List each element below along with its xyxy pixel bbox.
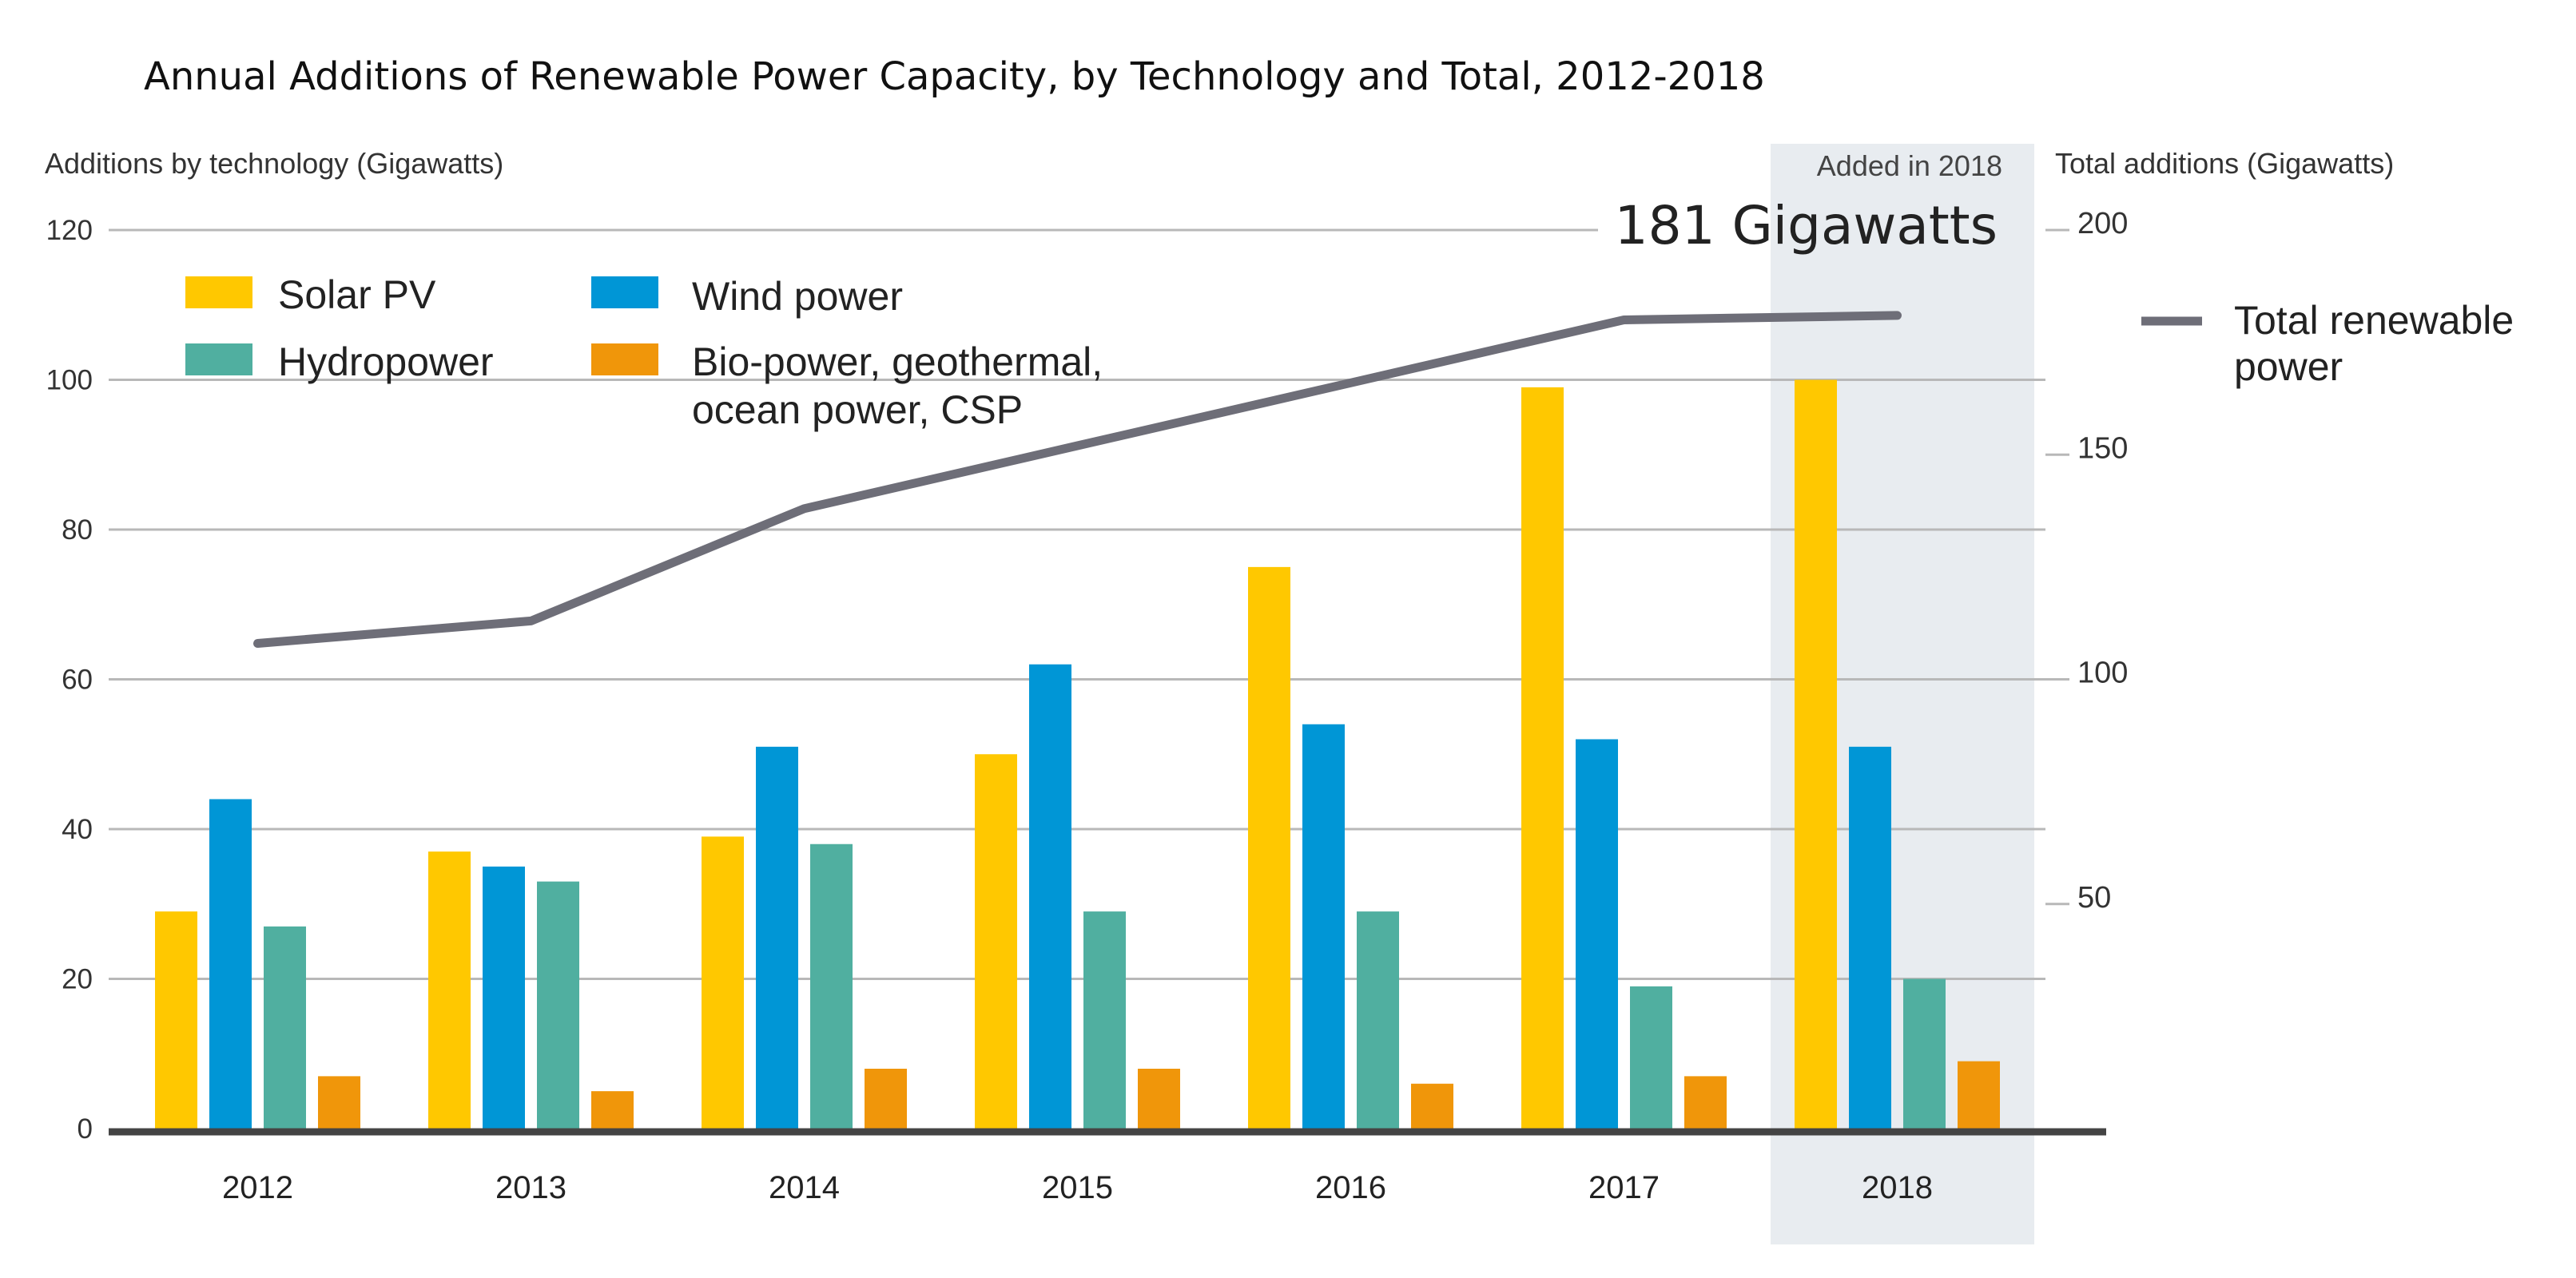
left-tick-label: 120: [46, 215, 93, 246]
bar-hydro-2013: [537, 881, 579, 1129]
legend-label-total-line2: power: [2234, 344, 2343, 389]
bar-solar-2015: [975, 754, 1017, 1129]
bar-bio-2017: [1684, 1076, 1727, 1129]
legend-label-hydro-text: Hydropower: [278, 339, 494, 384]
legend-swatch-hydro: [185, 343, 252, 375]
bar-hydro-2018: [1903, 978, 1946, 1129]
legend-label-bio: Bio-power, geothermal, ocean power, CSP: [692, 339, 1114, 432]
right-tick-label: 150: [2077, 431, 2128, 465]
legend-label-total-line1: Total renewable: [2234, 298, 2514, 343]
bar-hydro-2016: [1357, 911, 1399, 1129]
legend-label-total: Total renewable power: [2234, 298, 2525, 389]
category-label-2013: 2013: [495, 1170, 566, 1205]
right-axis-ticks: 50 100 150 200: [2045, 207, 2128, 915]
bar-bio-2016: [1411, 1083, 1453, 1129]
bar-hydro-2017: [1630, 986, 1672, 1129]
left-axis-ticks: 0 20 40 60 80 100 120: [46, 215, 93, 1145]
category-label-2018: 2018: [1862, 1170, 1933, 1205]
category-label-2017: 2017: [1588, 1170, 1660, 1205]
legend-label-solar: Solar PV: [278, 272, 436, 317]
highlight-label: Added in 2018: [1817, 149, 2002, 182]
right-axis-title: Total additions (Gigawatts): [2055, 147, 2394, 180]
bar-bio-2015: [1138, 1069, 1180, 1129]
left-tick-label: 100: [46, 365, 93, 396]
bar-hydro-2012: [264, 926, 306, 1129]
category-labels: 2012 2013 2014 2015 2016 2017 2018: [222, 1170, 1933, 1205]
category-label-2014: 2014: [769, 1170, 840, 1205]
bar-bio-2013: [591, 1091, 634, 1129]
right-tick-label: 200: [2077, 207, 2128, 240]
bar-wind-2013: [483, 866, 525, 1129]
category-label-2016: 2016: [1315, 1170, 1386, 1205]
bar-solar-2013: [428, 851, 471, 1129]
chart-title: Annual Additions of Renewable Power Capa…: [144, 54, 1765, 99]
left-tick-label: 80: [62, 514, 93, 546]
total-point-2018: [1896, 314, 1898, 316]
bar-wind-2015: [1029, 664, 1071, 1129]
legend-swatch-solar: [185, 276, 252, 308]
total-point-2014: [803, 507, 805, 510]
bar-wind-2012: [209, 799, 252, 1129]
total-point-2015: [1076, 445, 1079, 447]
right-tick-label: 100: [2077, 657, 2128, 690]
legend-label-bio-line2: ocean power, CSP: [692, 387, 1023, 432]
total-point-2017: [1623, 319, 1625, 321]
bar-solar-2017: [1521, 387, 1564, 1129]
left-axis-title: Additions by technology (Gigawatts): [45, 147, 503, 180]
bar-wind-2018: [1849, 746, 1891, 1129]
legend-label-bio-line1: Bio-power, geothermal,: [692, 339, 1103, 384]
bar-solar-2014: [702, 836, 744, 1129]
left-tick-label: 20: [62, 964, 93, 995]
bar-wind-2014: [756, 746, 798, 1129]
bar-wind-2016: [1302, 724, 1345, 1129]
legend-label-hydro: Hydropower: [278, 339, 494, 384]
total-point-2016: [1350, 382, 1352, 384]
left-tick-label: 60: [62, 665, 93, 696]
bar-solar-2018: [1795, 379, 1837, 1129]
total-point-2013: [530, 620, 532, 622]
bar-series: [155, 379, 2000, 1129]
left-tick-label: 40: [62, 814, 93, 845]
right-tick-label: 50: [2077, 881, 2111, 915]
bar-wind-2017: [1576, 739, 1618, 1129]
bar-hydro-2014: [810, 843, 853, 1129]
total-point-2012: [256, 642, 259, 645]
bar-bio-2018: [1958, 1061, 2000, 1129]
legend-label-wind: Wind power: [692, 274, 903, 319]
total-renewable-line: [253, 311, 1902, 648]
left-tick-label: 0: [78, 1113, 93, 1145]
category-label-2012: 2012: [222, 1170, 293, 1205]
category-label-2015: 2015: [1042, 1170, 1113, 1205]
bar-hydro-2015: [1083, 911, 1126, 1129]
legend-swatch-bio: [591, 343, 658, 375]
legend-swatch-wind: [591, 276, 658, 308]
legend: Solar PV Wind power Hydropower Bio-power…: [185, 272, 2525, 432]
bar-solar-2012: [155, 911, 197, 1129]
bar-bio-2012: [318, 1076, 360, 1129]
bar-solar-2016: [1248, 566, 1290, 1129]
bar-bio-2014: [865, 1069, 907, 1129]
highlight-value: 181 Gigawatts: [1615, 195, 1998, 256]
